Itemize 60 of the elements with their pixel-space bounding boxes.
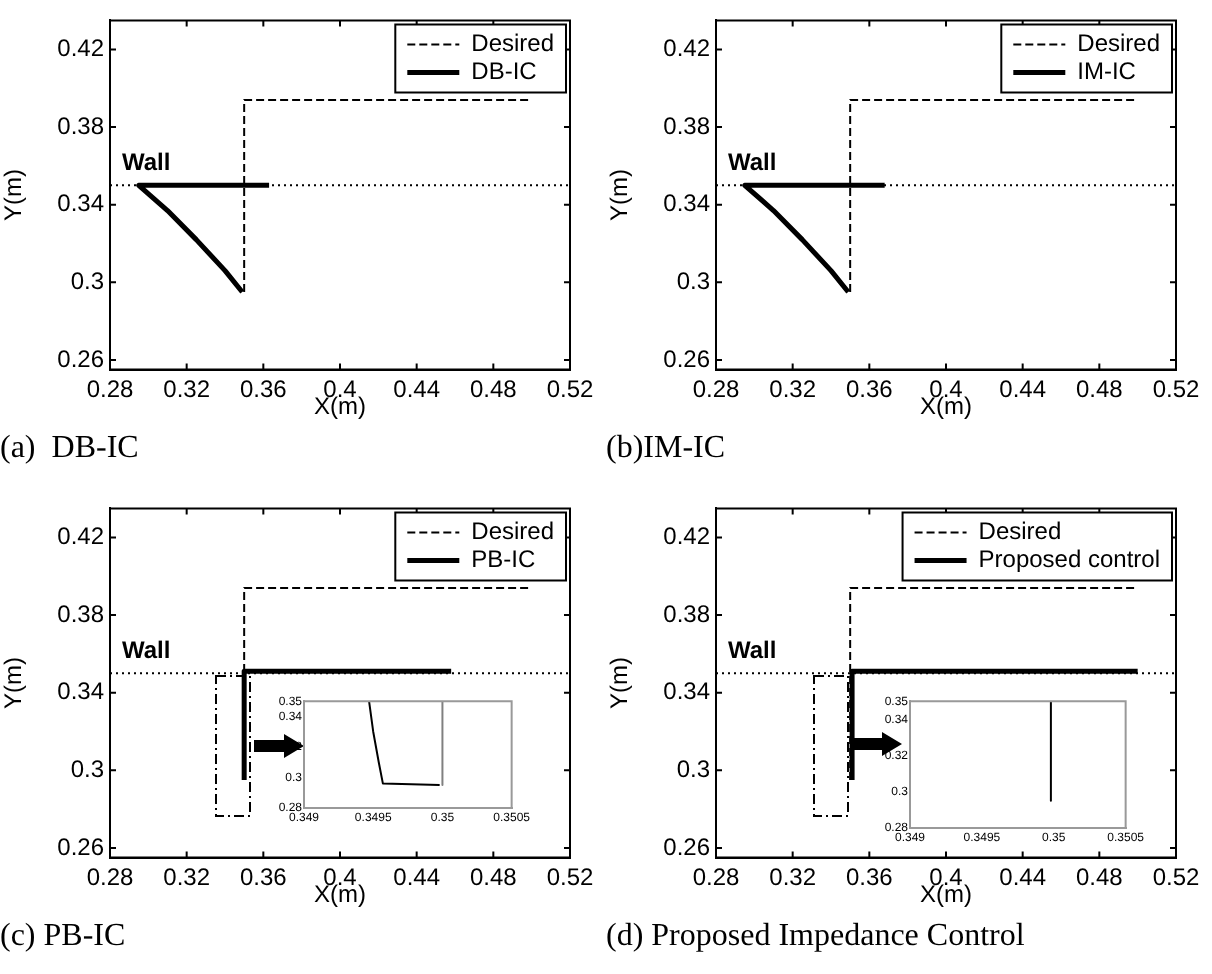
y-tick-label: 0.42: [663, 34, 711, 63]
x-tick-label: 0.32: [769, 862, 817, 891]
ref-line-label: Wall: [122, 147, 171, 176]
y-tick-label: 0.3: [70, 266, 105, 295]
legend-label: IM-IC: [1077, 57, 1137, 86]
x-tick-label: 0.44: [999, 862, 1047, 891]
y-tick-label: 0.38: [57, 599, 105, 628]
y-tick-label: 0.38: [57, 111, 105, 140]
x-tick-label: 0.44: [999, 374, 1047, 403]
y-tick-label: 0.34: [663, 677, 711, 706]
y-tick-label: 0.3: [676, 266, 711, 295]
x-tick-label: 0.52: [546, 374, 594, 403]
y-axis-title: Y(m): [605, 657, 634, 709]
y-tick-label: 0.42: [57, 34, 105, 63]
x-tick-label: 0.36: [845, 374, 894, 403]
y-tick-label: 0.3: [70, 754, 105, 783]
y-tick-label: 0.34: [57, 189, 105, 218]
x-tick-label: 0.44: [393, 374, 441, 403]
legend-label: PB-IC: [471, 545, 536, 574]
legend-label: Desired: [471, 517, 555, 546]
legend-label: DB-IC: [471, 57, 538, 86]
legend-label: Desired: [471, 29, 555, 58]
x-tick-label: 0.48: [469, 862, 518, 891]
x-tick-label: 0.36: [239, 862, 288, 891]
x-tick-label: 0.52: [1152, 862, 1200, 891]
x-tick-label: 0.36: [239, 374, 288, 403]
ref-line-label: Wall: [728, 147, 777, 176]
y-tick-label: 0.42: [57, 522, 105, 551]
text: (b)IM-IC: [606, 431, 726, 466]
y-tick-label: 0.38: [663, 111, 711, 140]
x-tick-label: 0.36: [845, 862, 894, 891]
legend-label: Desired: [978, 517, 1062, 546]
y-axis-title: Y(m): [0, 169, 28, 221]
y-tick-label: 0.38: [663, 599, 711, 628]
x-tick-label: 0.48: [1075, 862, 1124, 891]
ref-line-label: Wall: [122, 635, 171, 664]
ref-line-label: Wall: [728, 635, 777, 664]
x-tick-label: 0.32: [163, 374, 211, 403]
y-tick-label: 0.26: [663, 344, 711, 373]
x-tick-label: 0.52: [546, 862, 594, 891]
y-tick-label: 0.3: [676, 754, 711, 783]
y-tick-label: 0.26: [57, 832, 105, 861]
y-axis-title: Y(m): [0, 657, 28, 709]
y-axis-title: Y(m): [605, 169, 634, 221]
x-tick-label: 0.52: [1152, 374, 1200, 403]
text: (a) DB-IC: [0, 431, 139, 466]
legend-label: Proposed control: [978, 545, 1161, 574]
y-tick-label: 0.42: [663, 522, 711, 551]
x-tick-label: 0.32: [769, 374, 817, 403]
y-tick-label: 0.34: [663, 189, 711, 218]
y-tick-label: 0.26: [57, 344, 105, 373]
x-tick-label: 0.32: [163, 862, 211, 891]
x-tick-label: 0.44: [393, 862, 441, 891]
x-tick-label: 0.48: [1075, 374, 1124, 403]
y-tick-label: 0.34: [57, 677, 105, 706]
legend-label: Desired: [1077, 29, 1161, 58]
text: (d) Proposed Impedance Control: [606, 919, 1026, 954]
x-tick-label: 0.48: [469, 374, 518, 403]
text: (c) PB-IC: [0, 919, 126, 954]
y-tick-label: 0.26: [663, 832, 711, 861]
